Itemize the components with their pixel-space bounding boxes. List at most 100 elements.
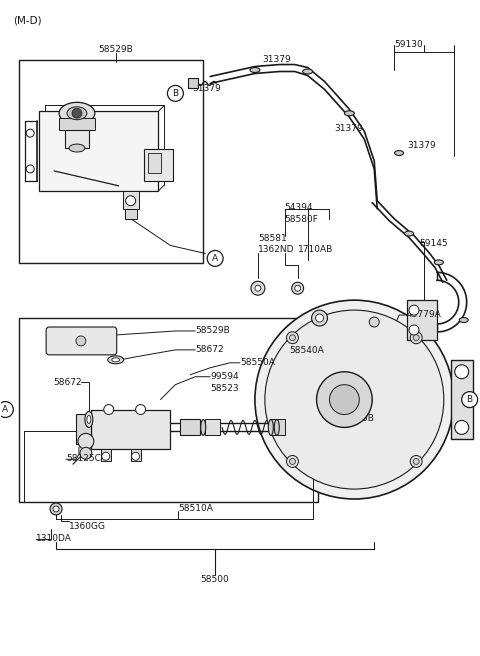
Text: 58672: 58672: [53, 378, 82, 386]
Ellipse shape: [459, 318, 468, 323]
Circle shape: [287, 332, 299, 344]
Circle shape: [78, 434, 94, 449]
Text: 58529B: 58529B: [195, 326, 230, 335]
Circle shape: [289, 335, 296, 340]
Ellipse shape: [108, 356, 124, 364]
Circle shape: [369, 317, 379, 327]
Ellipse shape: [201, 419, 206, 436]
Text: 58672: 58672: [195, 345, 224, 354]
Bar: [407, 300, 437, 340]
Bar: [19, 318, 318, 502]
Text: A: A: [2, 405, 9, 414]
Text: 31379: 31379: [407, 141, 436, 150]
Text: 31379: 31379: [262, 54, 290, 64]
Circle shape: [413, 459, 419, 464]
Bar: [451, 359, 473, 440]
Ellipse shape: [434, 260, 444, 265]
Text: 58580F: 58580F: [285, 215, 319, 224]
Circle shape: [102, 452, 110, 461]
Text: 1360GG: 1360GG: [69, 522, 106, 531]
Text: 31379: 31379: [192, 84, 221, 93]
Ellipse shape: [405, 231, 413, 236]
Text: (M-D): (M-D): [13, 16, 42, 26]
Text: A: A: [212, 254, 218, 263]
Circle shape: [255, 285, 261, 291]
Circle shape: [104, 405, 114, 415]
Ellipse shape: [85, 411, 93, 428]
Circle shape: [409, 325, 419, 335]
Circle shape: [0, 401, 13, 417]
Ellipse shape: [250, 68, 260, 72]
Circle shape: [329, 384, 360, 415]
Circle shape: [255, 300, 454, 499]
Bar: [123, 191, 139, 209]
Text: 58529B: 58529B: [98, 45, 133, 54]
Circle shape: [462, 392, 478, 407]
Circle shape: [72, 108, 82, 118]
Circle shape: [76, 336, 86, 346]
Text: 31379: 31379: [335, 124, 363, 133]
Ellipse shape: [59, 102, 95, 124]
Circle shape: [409, 305, 419, 315]
Text: 58550A: 58550A: [240, 358, 275, 367]
Text: 58125C: 58125C: [66, 454, 101, 463]
Bar: [271, 419, 285, 436]
Bar: [205, 419, 220, 436]
Ellipse shape: [395, 150, 404, 155]
Bar: [131, 449, 141, 461]
Circle shape: [136, 405, 145, 415]
Bar: [180, 419, 200, 436]
Bar: [59, 118, 95, 130]
Bar: [125, 209, 137, 218]
Circle shape: [312, 310, 327, 326]
Circle shape: [265, 310, 444, 489]
Circle shape: [53, 506, 59, 512]
Bar: [19, 60, 203, 263]
Bar: [147, 153, 161, 173]
Text: 1310DA: 1310DA: [36, 534, 72, 543]
Ellipse shape: [268, 419, 273, 436]
Circle shape: [80, 447, 92, 459]
Text: 54394: 54394: [285, 203, 313, 212]
Circle shape: [132, 452, 140, 461]
Circle shape: [410, 332, 422, 344]
Circle shape: [292, 282, 304, 294]
Text: 58523: 58523: [210, 384, 239, 393]
Circle shape: [315, 314, 324, 322]
Text: 59130: 59130: [394, 39, 423, 49]
Bar: [91, 409, 170, 449]
Text: 43779A: 43779A: [407, 310, 442, 319]
Bar: [101, 449, 111, 461]
Ellipse shape: [112, 358, 120, 362]
Text: B: B: [172, 89, 179, 98]
Circle shape: [455, 365, 468, 379]
Circle shape: [251, 281, 265, 295]
Circle shape: [207, 251, 223, 266]
Circle shape: [26, 165, 34, 173]
Ellipse shape: [67, 107, 87, 119]
Circle shape: [413, 335, 419, 340]
FancyBboxPatch shape: [46, 327, 117, 355]
Circle shape: [50, 503, 62, 515]
Circle shape: [287, 455, 299, 468]
Circle shape: [455, 420, 468, 434]
Bar: [188, 79, 198, 89]
Text: 58581: 58581: [258, 234, 287, 243]
Circle shape: [168, 85, 183, 101]
Ellipse shape: [69, 144, 85, 152]
Bar: [76, 415, 91, 444]
Text: 1362ND: 1362ND: [258, 245, 294, 255]
Ellipse shape: [302, 69, 312, 74]
Text: 1710AB: 1710AB: [298, 245, 333, 255]
Text: 59145: 59145: [419, 239, 447, 247]
Bar: [144, 149, 173, 181]
Bar: [39, 112, 158, 191]
Circle shape: [289, 459, 296, 464]
Text: 58500: 58500: [201, 575, 229, 584]
Text: 99594: 99594: [210, 372, 239, 380]
Text: 58540A: 58540A: [290, 346, 324, 355]
Circle shape: [316, 372, 372, 428]
Bar: [65, 130, 89, 148]
Text: 58510A: 58510A: [179, 504, 213, 513]
Text: 59110B: 59110B: [339, 415, 374, 424]
